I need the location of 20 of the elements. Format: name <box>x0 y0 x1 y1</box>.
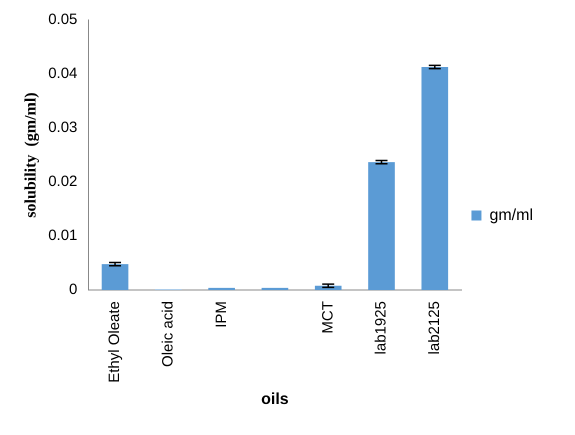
y-tick-label: 0 <box>69 281 78 298</box>
x-tick-label: lab1925 <box>372 301 390 354</box>
bar <box>208 288 235 290</box>
legend-label: gm/ml <box>489 206 534 224</box>
bar <box>368 162 395 290</box>
bar <box>262 288 288 290</box>
y-tick-label: 0.02 <box>48 173 78 190</box>
x-tick-label: IPM <box>212 301 230 328</box>
y-tick-label: 0.03 <box>48 119 78 136</box>
bar <box>421 66 448 290</box>
bar <box>102 264 128 290</box>
x-tick-label: Ethyl Oleate <box>106 301 124 383</box>
x-tick-label: Oleic acid <box>159 301 176 367</box>
x-tick-label: MCT <box>319 301 336 334</box>
x-tick-label: lab2125 <box>426 301 443 354</box>
y-axis-title: solubility (gm/ml) <box>22 92 40 218</box>
x-axis-title: oils <box>261 390 289 408</box>
y-tick-label: 0.05 <box>48 11 78 28</box>
y-tick-label: 0.01 <box>48 227 78 244</box>
y-tick-label: 0.04 <box>48 65 78 82</box>
